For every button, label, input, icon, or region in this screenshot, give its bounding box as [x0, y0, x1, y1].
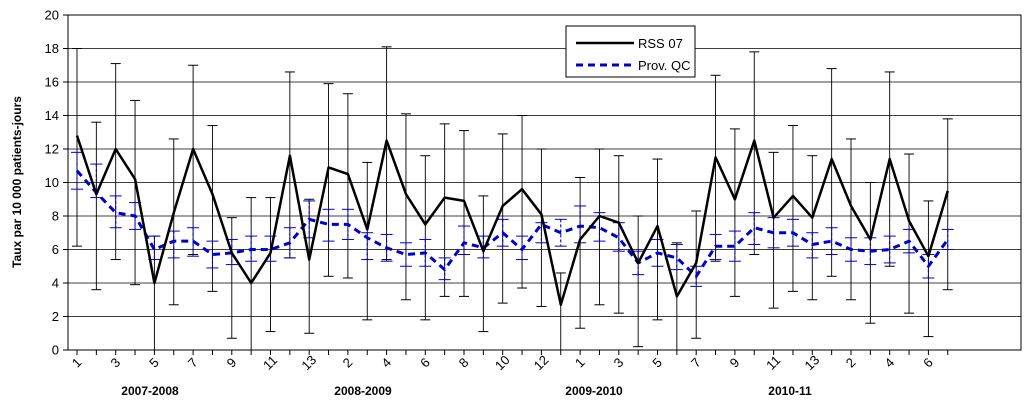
y-tick-label: 2 — [52, 309, 59, 324]
x-tick-label: 5 — [649, 355, 665, 371]
y-tick-label: 14 — [45, 108, 59, 123]
series-lines — [75, 135, 950, 307]
x-tick-label: 6 — [920, 355, 936, 371]
x-tick-label: 11 — [260, 353, 280, 373]
x-tick-label: 2 — [843, 355, 859, 371]
x-tick-label: 10 — [492, 352, 513, 373]
period-label-2010-11: 2010-11 — [768, 384, 812, 398]
period-label-2009-2010: 2009-2010 — [565, 384, 623, 398]
y-axis: 0 2 4 6 8 10 12 14 16 18 20 — [45, 8, 68, 358]
x-tick-label: 7 — [185, 355, 201, 371]
error-bars — [71, 46, 954, 351]
x-tick-label: 3 — [107, 355, 123, 371]
x-tick-label: 4 — [378, 355, 394, 371]
x-tick-label: 1 — [572, 355, 588, 371]
x-tick-label: 11 — [763, 353, 783, 373]
x-tick-label: 3 — [611, 355, 627, 371]
error-bars-rss-07 — [72, 46, 953, 351]
x-tick-label: 6 — [417, 355, 433, 371]
x-tick-label: 9 — [224, 355, 240, 371]
y-tick-label: 8 — [52, 209, 59, 224]
y-tick-label: 18 — [45, 41, 59, 56]
y-tick-label: 20 — [45, 8, 59, 23]
series-line-rss-07 — [75, 135, 949, 307]
x-tick-label: 12 — [531, 352, 552, 373]
x-tick-label: 7 — [688, 355, 704, 371]
x-tick-label: 9 — [727, 355, 743, 371]
x-tick-label: 13 — [298, 352, 319, 373]
y-tick-label: 16 — [45, 75, 59, 90]
y-tick-label: 12 — [45, 142, 59, 157]
y-tick-label: 4 — [52, 276, 59, 291]
period-label-2008-2009: 2008-2009 — [334, 384, 392, 398]
x-tick-label: 13 — [802, 352, 823, 373]
y-tick-label: 10 — [45, 175, 59, 190]
x-tick-label: 5 — [146, 355, 162, 371]
legend: RSS 07 Prov. QC — [565, 25, 696, 78]
x-tick-label: 8 — [456, 355, 472, 371]
legend-label-rss-07: RSS 07 — [638, 36, 683, 51]
x-tick-label: 4 — [881, 355, 897, 371]
y-tick-label: 6 — [52, 242, 59, 257]
x-tick-label: 1 — [69, 355, 85, 371]
legend-label-prov-qc: Prov. QC — [638, 58, 691, 73]
series-line-prov-qc — [75, 169, 950, 278]
x-tick-label: 2 — [340, 355, 356, 371]
period-label-2007-2008: 2007-2008 — [121, 384, 179, 398]
y-tick-label: 0 — [52, 343, 59, 358]
legend-box — [565, 25, 696, 78]
y-axis-label: Taux par 10 000 patients-jours — [10, 96, 24, 268]
